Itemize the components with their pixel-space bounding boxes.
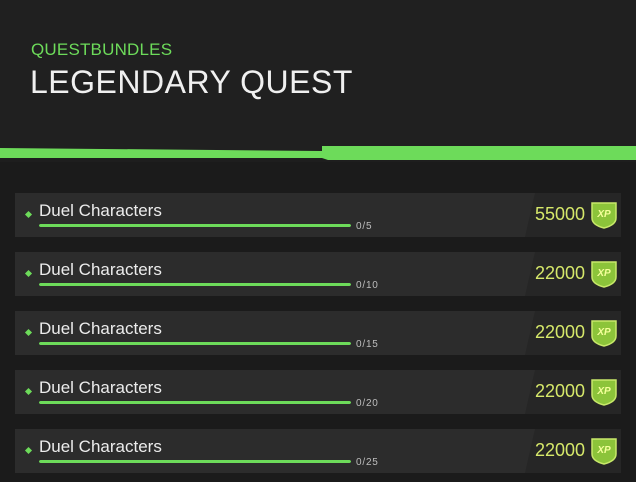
xp-reward: 22000 — [534, 381, 585, 401]
xp-badge-icon: XP — [591, 261, 617, 288]
progress-count: 0/25 — [356, 457, 379, 468]
xp-reward: 22000 — [534, 263, 585, 283]
xp-badge-icon: XP — [591, 438, 617, 465]
svg-text:XP: XP — [596, 386, 611, 397]
progress-bar-fill — [39, 224, 351, 227]
svg-text:XP: XP — [596, 209, 611, 220]
progress-count: 0/15 — [356, 339, 379, 350]
quest-name: Duel Characters — [39, 260, 162, 279]
header-divider-stripe — [0, 146, 636, 160]
quest-row[interactable]: Duel Characters 0/15 22000 XP — [15, 311, 621, 355]
xp-badge-icon: XP — [591, 320, 617, 347]
quest-row[interactable]: Duel Characters 0/20 22000 XP — [15, 370, 621, 414]
progress-bar-fill — [39, 283, 351, 286]
quest-header: QUESTBUNDLES LEGENDARY QUEST — [0, 0, 636, 150]
quest-row[interactable]: Duel Characters 0/25 22000 XP — [15, 429, 621, 473]
progress-bar — [39, 342, 351, 345]
quest-name: Duel Characters — [39, 319, 162, 338]
progress-count: 0/20 — [356, 398, 379, 409]
xp-badge-icon: XP — [591, 379, 617, 406]
progress-bar-fill — [39, 460, 351, 463]
progress-count: 0/5 — [356, 221, 373, 232]
quest-name: Duel Characters — [39, 378, 162, 397]
progress-bar — [39, 401, 351, 404]
progress-bar — [39, 460, 351, 463]
progress-count: 0/10 — [356, 280, 379, 291]
progress-bar — [39, 224, 351, 227]
page-title: LEGENDARY QUEST — [30, 64, 353, 100]
quest-category: QUESTBUNDLES — [31, 40, 173, 59]
xp-reward: 55000 — [534, 204, 585, 224]
progress-bar-fill — [39, 342, 351, 345]
xp-badge-icon: XP — [591, 202, 617, 229]
svg-text:XP: XP — [596, 445, 611, 456]
quest-row[interactable]: Duel Characters 0/5 55000 XP — [15, 193, 621, 237]
xp-reward: 22000 — [534, 322, 585, 342]
svg-text:XP: XP — [596, 327, 611, 338]
quest-name: Duel Characters — [39, 437, 162, 456]
quest-row[interactable]: Duel Characters 0/10 22000 XP — [15, 252, 621, 296]
quest-name: Duel Characters — [39, 201, 162, 220]
progress-bar-fill — [39, 401, 351, 404]
xp-reward: 22000 — [534, 440, 585, 460]
progress-bar — [39, 283, 351, 286]
svg-text:XP: XP — [596, 268, 611, 279]
